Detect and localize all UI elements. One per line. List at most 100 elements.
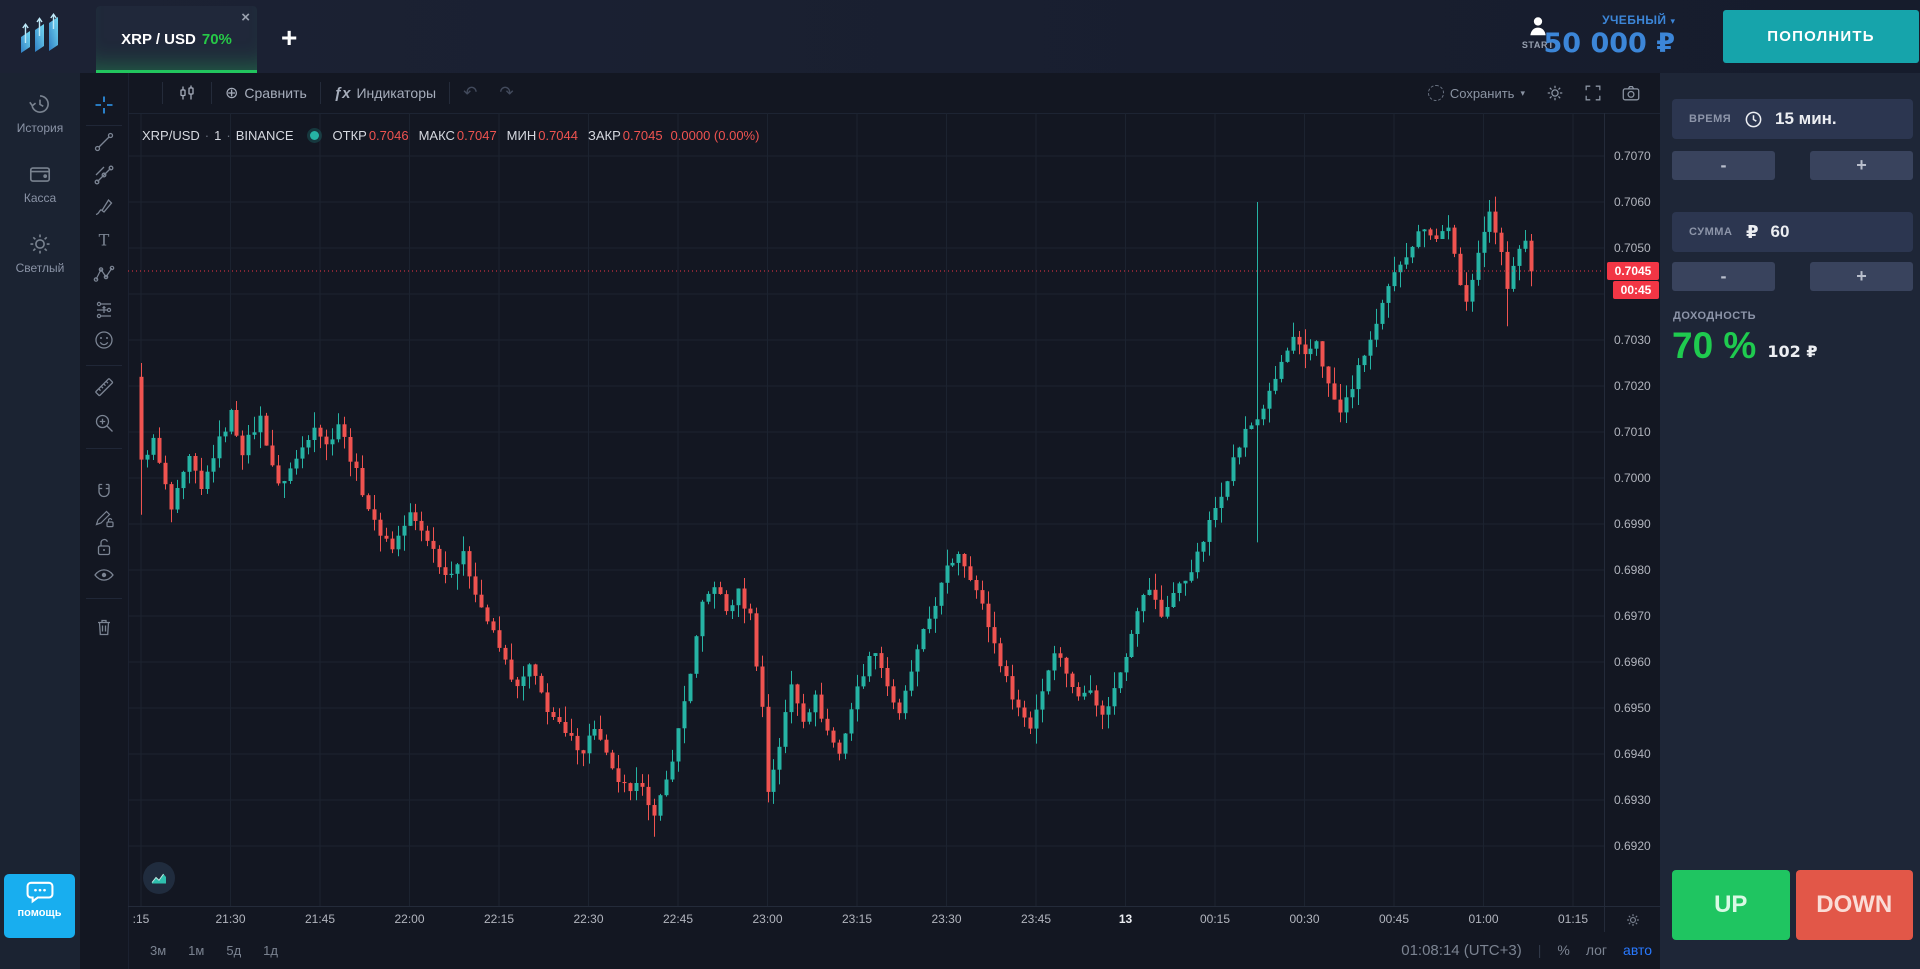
drawing-toolbar: T (80, 73, 129, 969)
legend-change: 0.0000 (0.00%) (670, 128, 760, 143)
toolbar-divider (319, 82, 321, 104)
account-menu[interactable]: START (1514, 14, 1562, 50)
percent-scale-toggle[interactable]: % (1557, 942, 1570, 958)
payout-percent: 70 % (1672, 325, 1757, 366)
price-axis-label: 0.6960 (1614, 655, 1651, 669)
close-icon[interactable]: × (241, 9, 250, 26)
price-axis-label: 0.6980 (1614, 563, 1651, 577)
price-axis-label: 0.7070 (1614, 149, 1651, 163)
price-axis-label: 0.6930 (1614, 793, 1651, 807)
legend-close-label: ЗАКР (588, 128, 621, 143)
indicators-button[interactable]: ƒx Индикаторы (323, 85, 447, 102)
sidebar-item-history[interactable]: История (0, 91, 80, 135)
session-clock[interactable]: 01:08:14 (UTC+3) (1401, 941, 1522, 959)
camera-icon (1622, 86, 1640, 101)
magnet-icon (98, 483, 110, 498)
app-logo[interactable] (16, 13, 66, 59)
legend-high-value: 0.7047 (456, 128, 497, 143)
fullscreen-button[interactable] (1574, 83, 1612, 103)
range-1m[interactable]: 1м (188, 942, 205, 958)
trash-icon (98, 619, 110, 636)
sidebar-item-theme[interactable]: Светлый (0, 231, 80, 275)
range-1d[interactable]: 1д (263, 942, 278, 958)
eye-icon (94, 569, 114, 581)
tool-gann-fibonacci[interactable] (93, 164, 115, 186)
tool-drawing-mode[interactable] (93, 507, 115, 529)
compare-button[interactable]: ⊕ Сравнить (214, 83, 318, 103)
axis-settings-button[interactable] (1604, 906, 1661, 932)
tab-label: XRP / USD 70% (96, 31, 257, 48)
legend-close-value: 0.7045 (622, 128, 663, 143)
tool-zoom-in[interactable] (93, 412, 115, 434)
screenshot-button[interactable] (1612, 83, 1650, 103)
time-axis-label: 00:45 (1378, 912, 1410, 926)
tool-crosshair[interactable] (93, 94, 115, 116)
amount-decrease-button[interactable]: - (1672, 262, 1775, 291)
time-axis[interactable]: :15 21:30 21:45 22:00 22:15 22:30 22:45 23:00 23… (128, 906, 1604, 932)
tab-xrp-usd[interactable]: × XRP / USD 70% (96, 6, 257, 73)
amount-increase-button[interactable]: + (1810, 262, 1913, 291)
legend-symbol[interactable]: XRP/USD (142, 128, 200, 143)
gear-icon (1547, 85, 1563, 101)
legend-interval: 1 (214, 128, 222, 143)
forecast-icon (96, 301, 112, 319)
time-field[interactable]: ВРЕМЯ 15 мин. (1672, 99, 1913, 139)
add-tab-button[interactable]: + (281, 22, 298, 53)
tool-brush[interactable] (93, 196, 115, 218)
time-axis-label: 00:15 (1199, 912, 1231, 926)
range-3m[interactable]: 3м (150, 942, 167, 958)
price-axis-label: 0.7060 (1614, 195, 1651, 209)
time-increase-button[interactable]: + (1810, 151, 1913, 180)
tool-measure[interactable] (93, 376, 115, 398)
range-5d[interactable]: 5д (226, 942, 242, 958)
amount-field[interactable]: СУММА ₽ 60 (1672, 212, 1913, 252)
tool-trend-line[interactable] (93, 131, 115, 153)
lock-open-icon (97, 538, 111, 556)
chart-style-button[interactable] (165, 82, 209, 104)
help-button[interactable]: помощь (4, 874, 75, 938)
price-axis-label: 0.7000 (1614, 471, 1651, 485)
time-axis-label: 23:00 (752, 912, 783, 926)
tool-xabcd-pattern[interactable] (93, 263, 115, 285)
redo-button[interactable]: ↷ (488, 83, 524, 103)
tool-hide-drawings[interactable] (93, 564, 115, 586)
time-stepper: - + (1672, 151, 1913, 180)
wallet-icon (29, 167, 51, 182)
price-axis-label: 0.7010 (1614, 425, 1651, 439)
auto-scale-toggle[interactable]: авто (1623, 942, 1652, 958)
price-axis[interactable]: 0.7045 00:45 0.7070 0.7060 0.7050 0.7030 0.7… (1604, 113, 1661, 906)
tool-text[interactable]: T (93, 229, 115, 251)
time-axis-label: 00:30 (1289, 912, 1320, 926)
account-type: УЧЕБНЫЙ (1602, 13, 1667, 27)
save-layout-button[interactable]: Сохранить ▾ (1417, 85, 1536, 101)
deposit-button[interactable]: ПОПОЛНИТЬ (1723, 10, 1919, 63)
ruble-icon: ₽ (1746, 221, 1759, 243)
tool-remove-drawings[interactable] (93, 616, 115, 638)
log-scale-toggle[interactable]: лог (1585, 942, 1608, 958)
divider: | (1537, 942, 1542, 958)
time-axis-label: 23:15 (841, 912, 873, 926)
tool-lock-drawings[interactable] (93, 536, 115, 558)
legend-separator: · (204, 128, 210, 143)
indicators-label: Индикаторы (356, 85, 437, 101)
gear-icon (1627, 913, 1639, 926)
account-balance[interactable]: УЧЕБНЫЙ ▾ 50 000 ₽ (1543, 11, 1675, 58)
time-axis-label: 13 (1118, 912, 1133, 926)
time-axis-label: 21:30 (215, 912, 246, 926)
price-axis-label: 0.7030 (1614, 333, 1651, 347)
chart-toolbar: ⊕ Сравнить ƒx Индикаторы ↶ ↷ Сохранить ▾ (128, 73, 1660, 114)
chart-settings-button[interactable] (1536, 83, 1574, 103)
chart-style-quick-button[interactable] (143, 862, 175, 894)
current-price-label: 0.7045 (1607, 262, 1659, 280)
sidebar-item-cashier[interactable]: Касса (0, 161, 80, 205)
magnifier-icon (95, 414, 113, 432)
undo-button[interactable]: ↶ (452, 83, 488, 103)
tool-emoji[interactable] (93, 329, 115, 351)
tool-magnet[interactable] (93, 481, 115, 503)
up-button[interactable]: UP (1672, 870, 1790, 940)
down-button[interactable]: DOWN (1795, 870, 1913, 940)
fullscreen-icon (1585, 85, 1601, 101)
price-chart-canvas[interactable] (128, 113, 1604, 906)
tool-forecast[interactable] (93, 299, 115, 321)
time-decrease-button[interactable]: - (1672, 151, 1775, 180)
